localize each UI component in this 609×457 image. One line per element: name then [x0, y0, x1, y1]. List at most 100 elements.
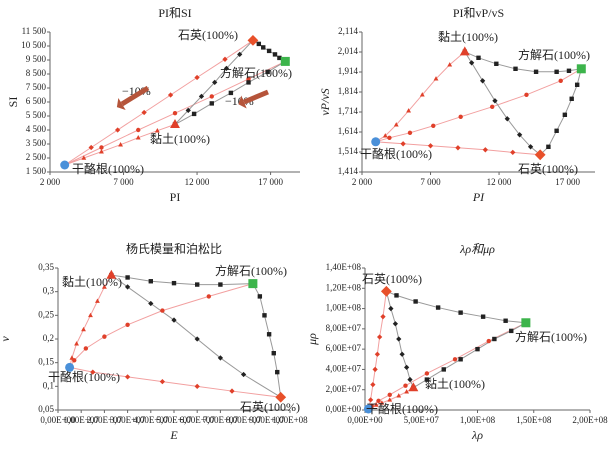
point — [223, 65, 230, 72]
y-tick-label: 1,814 — [338, 86, 359, 96]
point — [387, 392, 392, 397]
point — [458, 357, 463, 362]
annotation: 黏土(100%) — [438, 30, 498, 44]
point — [475, 346, 480, 352]
point — [393, 122, 399, 127]
mix-line — [252, 283, 282, 398]
y-tick-label: 0,35 — [38, 262, 54, 272]
point — [576, 64, 586, 74]
y-tick-label: 6,00E+07 — [326, 343, 362, 353]
x-axis-label: λρ — [471, 428, 483, 442]
x-tick-label: 1,50E+08 — [516, 415, 552, 425]
point — [413, 299, 418, 304]
point — [148, 300, 154, 307]
point — [455, 145, 461, 151]
point — [569, 96, 574, 101]
point — [562, 112, 568, 117]
annotation: −10% — [122, 84, 151, 98]
y-tick-label: 4 500 — [26, 124, 47, 134]
point — [217, 355, 224, 361]
point — [388, 305, 394, 312]
chart: λρ和μρ 0,00E+00 5,00E+07 1,00E+08 1,50E+08 2,0… — [305, 242, 608, 442]
point — [136, 127, 141, 133]
point — [170, 119, 180, 128]
x-axis-label: PI — [170, 190, 181, 204]
point — [171, 317, 177, 323]
annotation: 干酪根(100%) — [360, 146, 432, 161]
annotation: −10% — [225, 94, 254, 108]
point — [206, 294, 211, 299]
point — [482, 147, 488, 153]
chart-title: λρ和μρ — [459, 242, 495, 256]
point — [431, 123, 436, 128]
annotation: 方解石(100%) — [515, 329, 587, 344]
x-tick-label: 2 000 — [40, 177, 61, 187]
point — [403, 383, 408, 388]
mix-line — [69, 283, 254, 368]
x-tick-label: 12 000 — [185, 177, 210, 187]
y-tick-label: 1 500 — [26, 166, 47, 176]
annotation: 石英(100%) — [240, 400, 300, 414]
point — [99, 145, 104, 150]
point — [480, 314, 486, 319]
x-tick-label: 17 000 — [555, 177, 580, 187]
point — [408, 382, 419, 392]
point — [102, 334, 107, 339]
point — [171, 280, 177, 286]
mix-line — [69, 274, 112, 368]
point — [135, 135, 141, 140]
x-tick-label: 3,00E+07 — [110, 415, 146, 425]
point — [533, 69, 539, 74]
point — [490, 104, 495, 110]
x-tick-label: 2 000 — [352, 177, 373, 187]
point — [459, 46, 470, 56]
point — [222, 56, 228, 62]
point — [574, 82, 580, 87]
point — [209, 94, 214, 99]
point — [400, 141, 406, 147]
annotation: 黏土(100%) — [62, 275, 122, 289]
point — [424, 377, 430, 382]
point — [521, 318, 531, 328]
point — [81, 326, 86, 332]
x-tick-label: 7 000 — [420, 177, 441, 187]
point — [435, 305, 441, 310]
point — [74, 341, 79, 346]
y-tick-label: 2,114 — [338, 26, 358, 36]
point — [494, 61, 499, 66]
mix-line — [367, 291, 387, 410]
point — [266, 48, 272, 54]
point — [469, 60, 475, 66]
y-tick-label: 10 500 — [21, 40, 46, 50]
y-tick-label: 1,614 — [338, 126, 359, 136]
point — [363, 404, 373, 414]
point — [534, 149, 546, 161]
annotation: 石英(100%) — [518, 162, 578, 176]
y-tick-label: 1,514 — [338, 146, 359, 156]
point — [265, 69, 270, 75]
point — [280, 56, 290, 66]
mix-line — [111, 274, 281, 398]
y-tick-label: 8 500 — [26, 68, 47, 78]
arrow-shaft — [243, 89, 269, 105]
point — [228, 90, 234, 96]
annotation: 黏土(100%) — [150, 132, 210, 146]
y-tick-label: 5 500 — [26, 110, 47, 120]
point — [141, 109, 147, 116]
point — [125, 322, 130, 327]
point — [396, 393, 402, 398]
point — [237, 51, 243, 58]
point — [503, 318, 508, 323]
point — [246, 80, 251, 85]
chart: 杨氏模量和泊松比 0,00E+001,00E+072,00E+073,00E+07… — [0, 241, 308, 442]
point — [154, 128, 160, 133]
y-tick-label: 0,2 — [43, 333, 54, 343]
point — [275, 369, 280, 375]
y-tick-label: 2,00E+07 — [326, 384, 362, 394]
point — [194, 383, 200, 389]
x-tick-label: 0,00E+00 — [40, 415, 76, 425]
point — [272, 52, 278, 57]
point — [380, 314, 386, 320]
point — [486, 338, 491, 344]
